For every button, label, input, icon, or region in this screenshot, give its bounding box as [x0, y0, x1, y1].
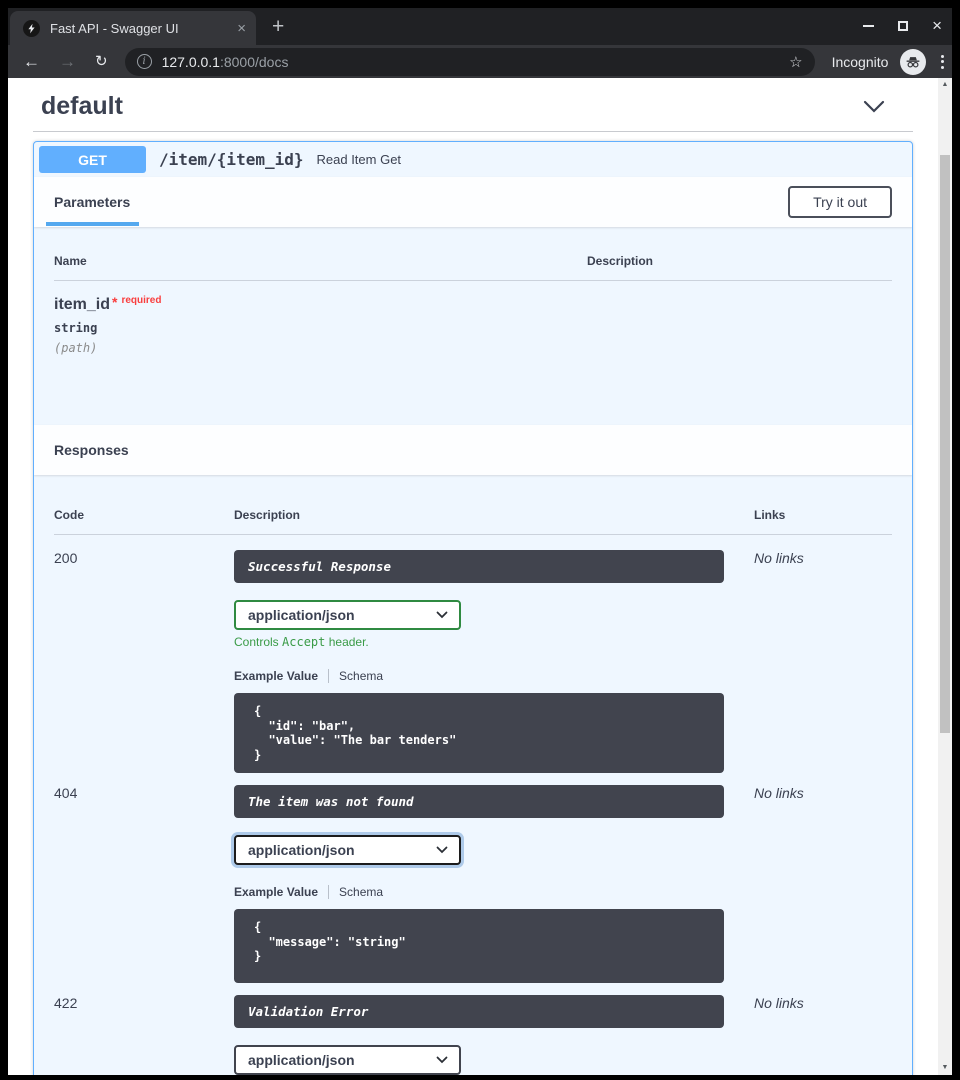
- response-description: Successful Response: [234, 550, 724, 583]
- required-asterisk: *: [112, 294, 118, 310]
- parameters-header: Parameters Try it out: [34, 177, 912, 227]
- scrollbar-thumb[interactable]: [940, 155, 950, 733]
- url-text[interactable]: 127.0.0.1:8000/docs: [162, 54, 289, 70]
- accept-note-code: Accept: [282, 635, 326, 649]
- response-description-cell: Successful Response application/json Con…: [234, 550, 754, 773]
- parameter-row: item_id * required string (path): [54, 281, 892, 355]
- accept-header-note: Controls Accept header.: [234, 635, 754, 649]
- response-description: The item was not found: [234, 785, 724, 818]
- tag-divider: [33, 131, 913, 132]
- parameters-title: Parameters: [54, 194, 131, 210]
- operation-summary[interactable]: GET /item/{item_id} Read Item Get: [34, 142, 912, 177]
- responses-body: Code Description Links 200 Successful Re…: [34, 475, 912, 1075]
- parameters-body: Name Description item_id * required string…: [34, 227, 912, 425]
- model-tabs: Example Value Schema: [234, 669, 754, 683]
- parameter-name: item_id * required: [54, 294, 892, 314]
- reload-icon[interactable]: ↻: [95, 53, 108, 70]
- response-description-cell: Validation Error application/json Exampl…: [234, 995, 754, 1075]
- tab-separator: [328, 885, 330, 899]
- tab-example-value[interactable]: Example Value: [234, 669, 319, 683]
- response-code: 404: [54, 785, 78, 801]
- parameter-name-text: item_id: [54, 296, 111, 313]
- operation-block: GET /item/{item_id} Read Item Get Parame…: [33, 141, 913, 1075]
- response-description: Validation Error: [234, 995, 724, 1028]
- media-type-value: application/json: [248, 607, 355, 623]
- response-row-404: 404 The item was not found application/j…: [54, 770, 892, 983]
- col-name-header: Name: [54, 254, 87, 268]
- site-info-icon[interactable]: i: [136, 54, 152, 69]
- url-bar[interactable]: i 127.0.0.1:8000/docs ☆: [124, 47, 815, 76]
- parameter-type: string: [54, 321, 98, 335]
- tag-section-header[interactable]: default: [33, 86, 913, 126]
- browser-menu-icon[interactable]: [941, 54, 945, 69]
- parameter-location: (path): [54, 341, 98, 355]
- col-description-header: Description: [587, 254, 654, 268]
- responses-header: Responses: [34, 425, 912, 475]
- browser-toolbar: ← → ↻ i 127.0.0.1:8000/docs ☆ Incognito: [8, 45, 952, 78]
- http-method-badge: GET: [39, 146, 146, 173]
- example-code-block: { "id": "bar", "value": "The bar tenders…: [234, 693, 724, 773]
- response-row-200: 200 Successful Response application/json…: [54, 535, 892, 773]
- media-type-value: application/json: [248, 842, 355, 858]
- tag-title: default: [41, 91, 123, 120]
- window-close-icon[interactable]: ×: [932, 16, 942, 35]
- chevron-down-icon[interactable]: [863, 100, 885, 113]
- tab-schema[interactable]: Schema: [339, 669, 384, 683]
- bookmark-star-icon[interactable]: ☆: [789, 53, 803, 71]
- response-description-cell: The item was not found application/json …: [234, 785, 754, 983]
- parameters-table-head: Name Description: [54, 254, 892, 281]
- accept-note-suffix: header.: [325, 635, 369, 649]
- window-minimize-icon[interactable]: [863, 25, 875, 27]
- required-label: required: [121, 295, 162, 306]
- response-links: No links: [754, 785, 804, 801]
- fastapi-favicon-icon: [23, 19, 40, 37]
- window-controls: ×: [863, 16, 942, 36]
- media-type-value: application/json: [248, 1052, 355, 1068]
- tab-close-icon[interactable]: ×: [237, 19, 246, 37]
- response-code: 422: [54, 995, 78, 1011]
- accept-note-prefix: Controls: [234, 635, 283, 649]
- forward-icon[interactable]: →: [59, 52, 76, 71]
- operation-summary-text: Read Item Get: [316, 152, 402, 167]
- media-type-select[interactable]: application/json: [234, 1045, 461, 1075]
- model-tabs: Example Value Schema: [234, 885, 754, 899]
- media-type-select[interactable]: application/json: [234, 600, 461, 630]
- url-path: :8000/docs: [219, 53, 289, 70]
- back-icon[interactable]: ←: [23, 52, 40, 71]
- tab-schema[interactable]: Schema: [339, 885, 384, 899]
- col-links-header: Links: [754, 508, 786, 522]
- page-scrollbar[interactable]: ▲ ▼: [938, 78, 952, 1075]
- tab-separator: [328, 669, 330, 683]
- new-tab-button[interactable]: +: [272, 15, 285, 38]
- col-code-header: Code: [54, 508, 84, 522]
- col-description-header: Description: [234, 508, 301, 522]
- window-maximize-icon[interactable]: [898, 21, 909, 31]
- scrollbar-down-icon[interactable]: ▼: [941, 1064, 949, 1071]
- swagger-ui: default GET /item/{item_id} Read Item Ge…: [33, 86, 913, 1075]
- responses-title: Responses: [54, 442, 129, 458]
- response-code: 200: [54, 550, 78, 566]
- scrollbar-up-icon[interactable]: ▲: [941, 81, 949, 88]
- operation-path: /item/{item_id}: [159, 150, 304, 169]
- response-row-422: 422 Validation Error application/json Ex…: [54, 980, 892, 1075]
- select-chevron-icon: [436, 846, 448, 854]
- responses-table-head: Code Description Links: [54, 508, 892, 535]
- response-links: No links: [754, 550, 804, 566]
- example-code-block: { "message": "string" }: [234, 909, 724, 983]
- url-host: 127.0.0.1: [161, 53, 220, 70]
- page-content: default GET /item/{item_id} Read Item Ge…: [8, 78, 938, 1075]
- response-links: No links: [754, 995, 804, 1011]
- try-it-out-button[interactable]: Try it out: [788, 186, 892, 218]
- browser-tab[interactable]: Fast API - Swagger UI ×: [10, 11, 256, 45]
- tab-title: Fast API - Swagger UI: [50, 20, 179, 36]
- browser-titlebar: Fast API - Swagger UI × + ×: [8, 8, 952, 45]
- incognito-label: Incognito: [831, 53, 889, 70]
- media-type-select-focused[interactable]: application/json: [234, 835, 461, 865]
- select-chevron-icon: [436, 611, 448, 619]
- select-chevron-icon: [436, 1056, 448, 1064]
- incognito-icon: [900, 48, 927, 75]
- tab-example-value[interactable]: Example Value: [234, 885, 319, 899]
- parameters-tab-underline: [46, 222, 139, 226]
